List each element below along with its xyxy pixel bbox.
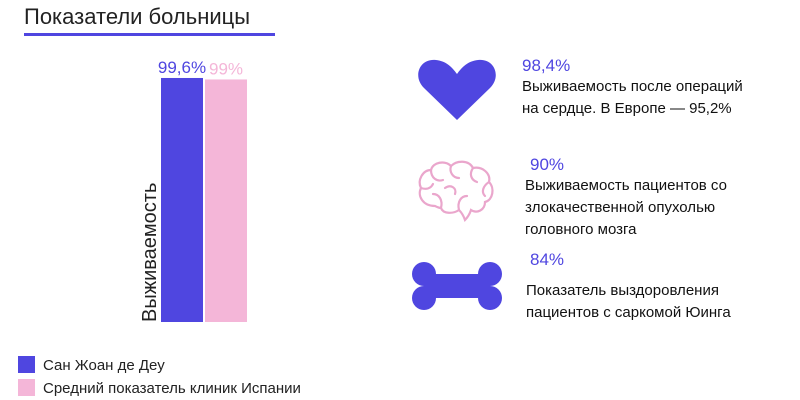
stat-bone-value: 84%: [530, 250, 565, 269]
legend-item-1: Средний показатель клиник Испании: [18, 379, 301, 397]
bar-1: [205, 79, 247, 322]
heart-icon: [418, 59, 496, 120]
legend-label-1: Средний показатель клиник Испании: [43, 380, 301, 397]
legend-swatch-0: [18, 356, 35, 373]
stat-brain-desc-line-3: головного мозга: [525, 221, 637, 238]
stat-brain-desc-line-2: злокачественной опухолью: [525, 199, 716, 216]
legend-label-0: Сан Жоан де Деу: [43, 357, 165, 374]
stat-brain-value: 90%: [530, 155, 565, 174]
page-title: Показатели больницы: [24, 4, 251, 29]
bar-chart: 99,6% 99% Выживаемость: [139, 58, 247, 322]
stat-bone-desc-line-1: Показатель выздоровления: [526, 282, 719, 299]
stat-heart-desc-line-1: Выживаемость после операций: [522, 78, 743, 95]
stat-brain-desc-line-1: Выживаемость пациентов со: [525, 177, 727, 194]
stat-bone-desc-line-2: пациентов с саркомой Юинга: [526, 304, 731, 321]
legend-swatch-1: [18, 379, 35, 396]
stat-heart-value: 98,4%: [522, 56, 571, 75]
bar-0: [161, 77, 203, 322]
title-underline: [24, 33, 275, 36]
brain-icon: [418, 160, 494, 223]
legend-item-0: Сан Жоан де Деу: [18, 356, 165, 374]
bone-icon: [412, 262, 502, 310]
stat-heart-desc-line-2: на сердце. В Европе — 95,2%: [522, 100, 732, 117]
y-axis-label: Выживаемость: [139, 183, 161, 322]
stat-brain: 90% Выживаемость пациентов со злокачеств…: [525, 155, 727, 241]
stat-heart: 98,4% Выживаемость после операций на сер…: [522, 56, 743, 120]
bar-label-1: 99%: [209, 59, 243, 78]
stat-bone: 84% Показатель выздоровления пациентов с…: [526, 250, 731, 324]
bar-label-0: 99,6%: [158, 58, 206, 77]
